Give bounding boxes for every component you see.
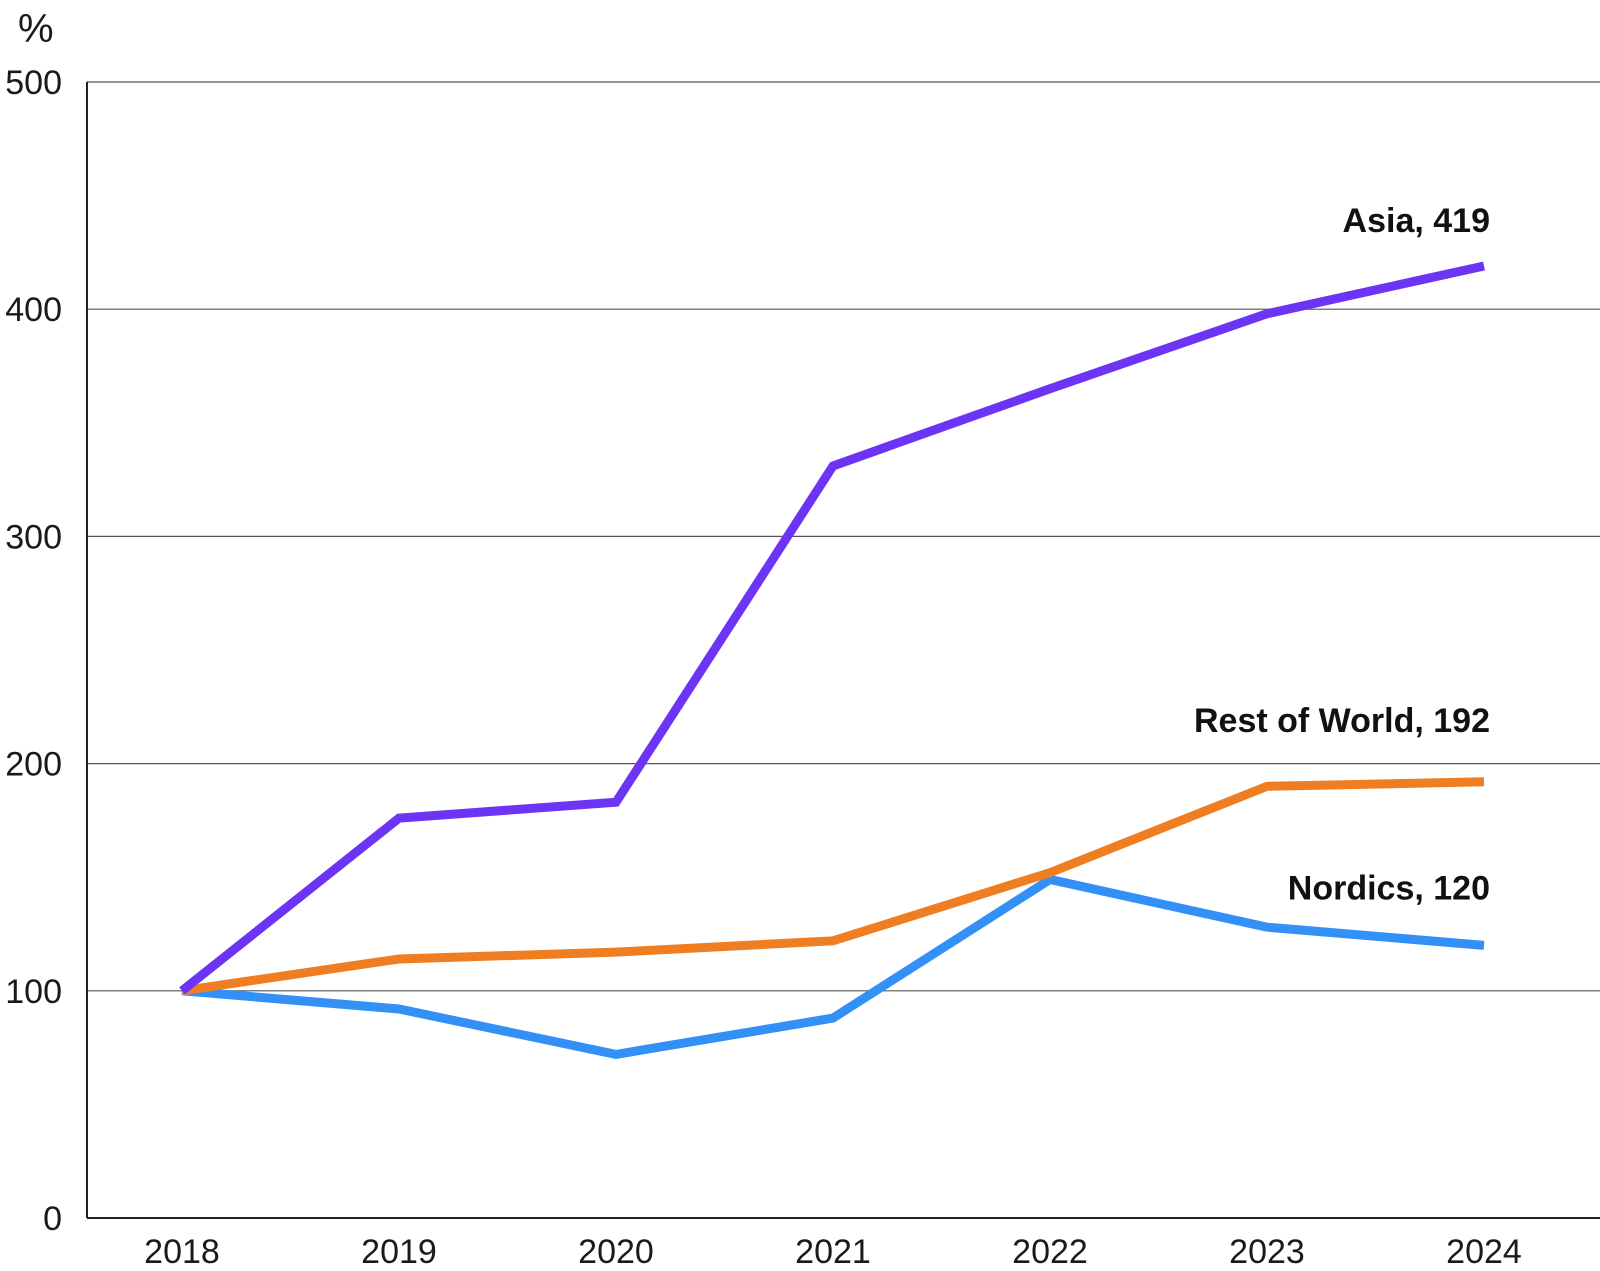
y-tick-label: 400 — [5, 291, 62, 329]
gridlines — [87, 81, 1600, 992]
series-line-rest-of-world — [181, 777, 1485, 996]
y-tick-label: 100 — [5, 973, 62, 1011]
y-tick-label: 200 — [5, 746, 62, 784]
y-tick-label: 300 — [5, 518, 62, 556]
y-tick-label: 500 — [5, 64, 62, 102]
x-tick-label: 2021 — [795, 1233, 871, 1271]
series-line-nordics — [181, 874, 1485, 1059]
x-tick-labels: 2018 2019 2020 2021 2022 2023 2024 — [144, 1233, 1522, 1271]
x-tick-label: 2023 — [1229, 1233, 1305, 1271]
series-label-asia: Asia, 419 — [1343, 202, 1490, 240]
x-tick-label: 2020 — [578, 1233, 654, 1271]
series-label-rest-of-world: Rest of World, 192 — [1194, 702, 1490, 740]
series-label-nordics: Nordics, 120 — [1288, 869, 1490, 907]
series-labels: Asia, 419 Rest of World, 192 Nordics, 120 — [1194, 202, 1490, 907]
x-tick-label: 2019 — [361, 1233, 437, 1271]
x-tick-label: 2022 — [1012, 1233, 1088, 1271]
x-tick-label: 2018 — [144, 1233, 220, 1271]
y-axis-label: % — [18, 7, 54, 51]
series-line-asia — [179, 261, 1485, 995]
y-tick-label: 0 — [43, 1200, 62, 1238]
x-tick-label: 2024 — [1446, 1233, 1522, 1271]
y-tick-labels: 0 100 200 300 400 500 — [5, 64, 62, 1238]
series-lines — [179, 261, 1485, 1059]
